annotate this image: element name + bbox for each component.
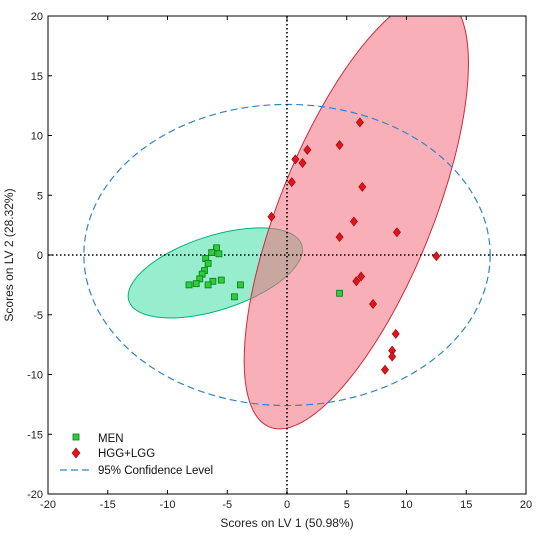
point-hgg-lgg	[392, 227, 401, 238]
x-tick-label: -15	[100, 499, 116, 511]
x-tick-label: 0	[284, 499, 290, 511]
legend-item-men: MEN	[72, 433, 124, 445]
point-men	[185, 281, 193, 289]
point-hgg-lgg	[355, 117, 364, 128]
y-axis-label: Scores on LV 2 (28.32%)	[2, 188, 16, 321]
confidence-ellipse-hgg-lgg	[243, 16, 469, 430]
point-men	[209, 277, 217, 285]
legend: MEN HGG+LGG 95% Confidence Level	[60, 433, 213, 477]
legend-label-confidence: 95% Confidence Level	[98, 465, 213, 477]
point-hgg-lgg	[357, 271, 366, 282]
point-men	[192, 280, 200, 288]
point-hgg-lgg	[352, 276, 361, 287]
point-hgg-lgg	[369, 299, 378, 309]
legend-item-confidence: 95% Confidence Level	[60, 465, 213, 477]
legend-label-hgg-lgg: HGG+LGG	[98, 448, 155, 460]
point-hgg-lgg	[335, 232, 344, 243]
x-axis-label: Scores on LV 1 (50.98%)	[220, 516, 353, 530]
point-hgg-lgg	[303, 144, 312, 155]
y-tick-label: 0	[37, 250, 43, 262]
y-tick-label: 15	[31, 71, 43, 83]
x-tick-label: -20	[40, 499, 56, 511]
point-hgg-lgg	[349, 216, 358, 227]
point-hgg-lgg	[335, 140, 344, 151]
legend-item-hgg-lgg: HGG+LGG	[71, 447, 155, 460]
legend-label-men: MEN	[98, 433, 124, 445]
x-tick-label: 5	[344, 499, 350, 511]
point-men	[215, 250, 223, 258]
point-men	[204, 281, 212, 289]
point-men	[236, 281, 244, 289]
legend-marker-men	[72, 433, 80, 441]
point-men	[204, 259, 212, 267]
point-men	[231, 293, 238, 301]
y-tick-label: 10	[31, 131, 43, 143]
point-men	[208, 249, 216, 257]
point-hgg-lgg	[391, 328, 400, 339]
point-hgg-lgg	[381, 364, 389, 375]
x-tick-label: 20	[520, 499, 532, 511]
point-hgg-lgg	[287, 177, 296, 188]
y-tick-label: -15	[27, 429, 43, 441]
y-tick-label: -20	[27, 489, 43, 501]
y-tick-label: 20	[31, 11, 43, 23]
x-tick-label: -10	[160, 499, 176, 511]
y-tick-label: -5	[33, 310, 43, 322]
point-hgg-lgg	[298, 158, 307, 168]
point-hgg-lgg	[388, 351, 397, 362]
point-hgg-lgg	[291, 154, 300, 165]
y-tick-label: -10	[27, 370, 43, 382]
legend-marker-hgg-lgg	[71, 447, 81, 459]
point-hgg-lgg	[267, 211, 276, 222]
point-men	[336, 289, 343, 297]
point-men	[217, 276, 225, 284]
y-tick-label: 5	[37, 190, 43, 202]
point-hgg-lgg	[432, 251, 441, 262]
point-men	[196, 275, 204, 283]
x-tick-label: 10	[400, 499, 412, 511]
x-tick-label: -5	[222, 499, 232, 511]
point-hgg-lgg	[358, 181, 367, 192]
x-tick-label: 15	[460, 499, 472, 511]
